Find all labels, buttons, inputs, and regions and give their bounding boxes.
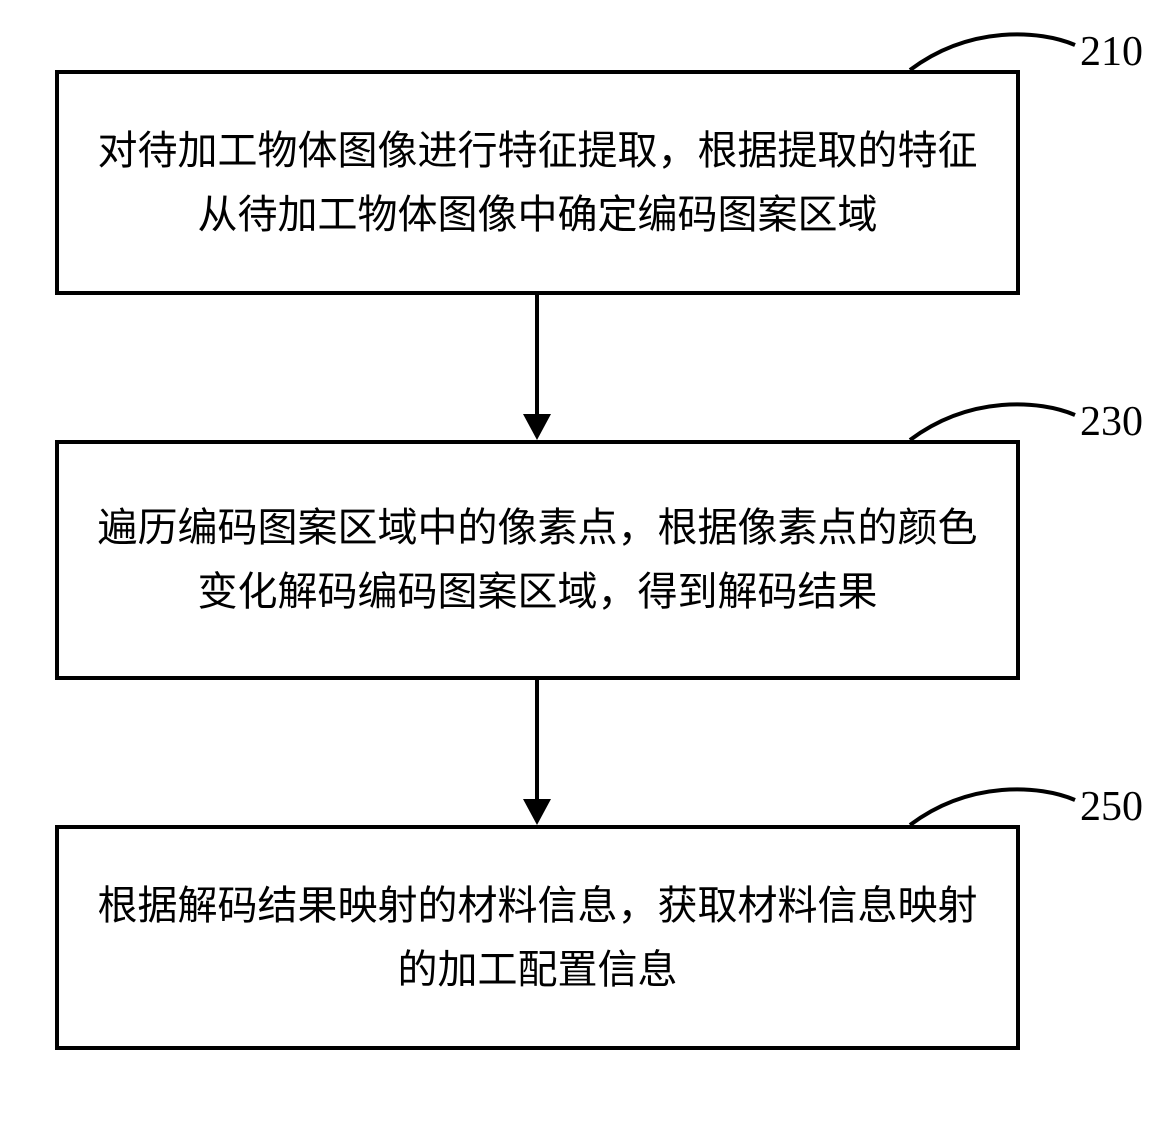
callout-250 <box>0 0 1169 1131</box>
label-250: 250 <box>1080 783 1143 831</box>
flowchart-canvas: 对待加工物体图像进行特征提取，根据提取的特征 从待加工物体图像中确定编码图案区域… <box>0 0 1169 1131</box>
